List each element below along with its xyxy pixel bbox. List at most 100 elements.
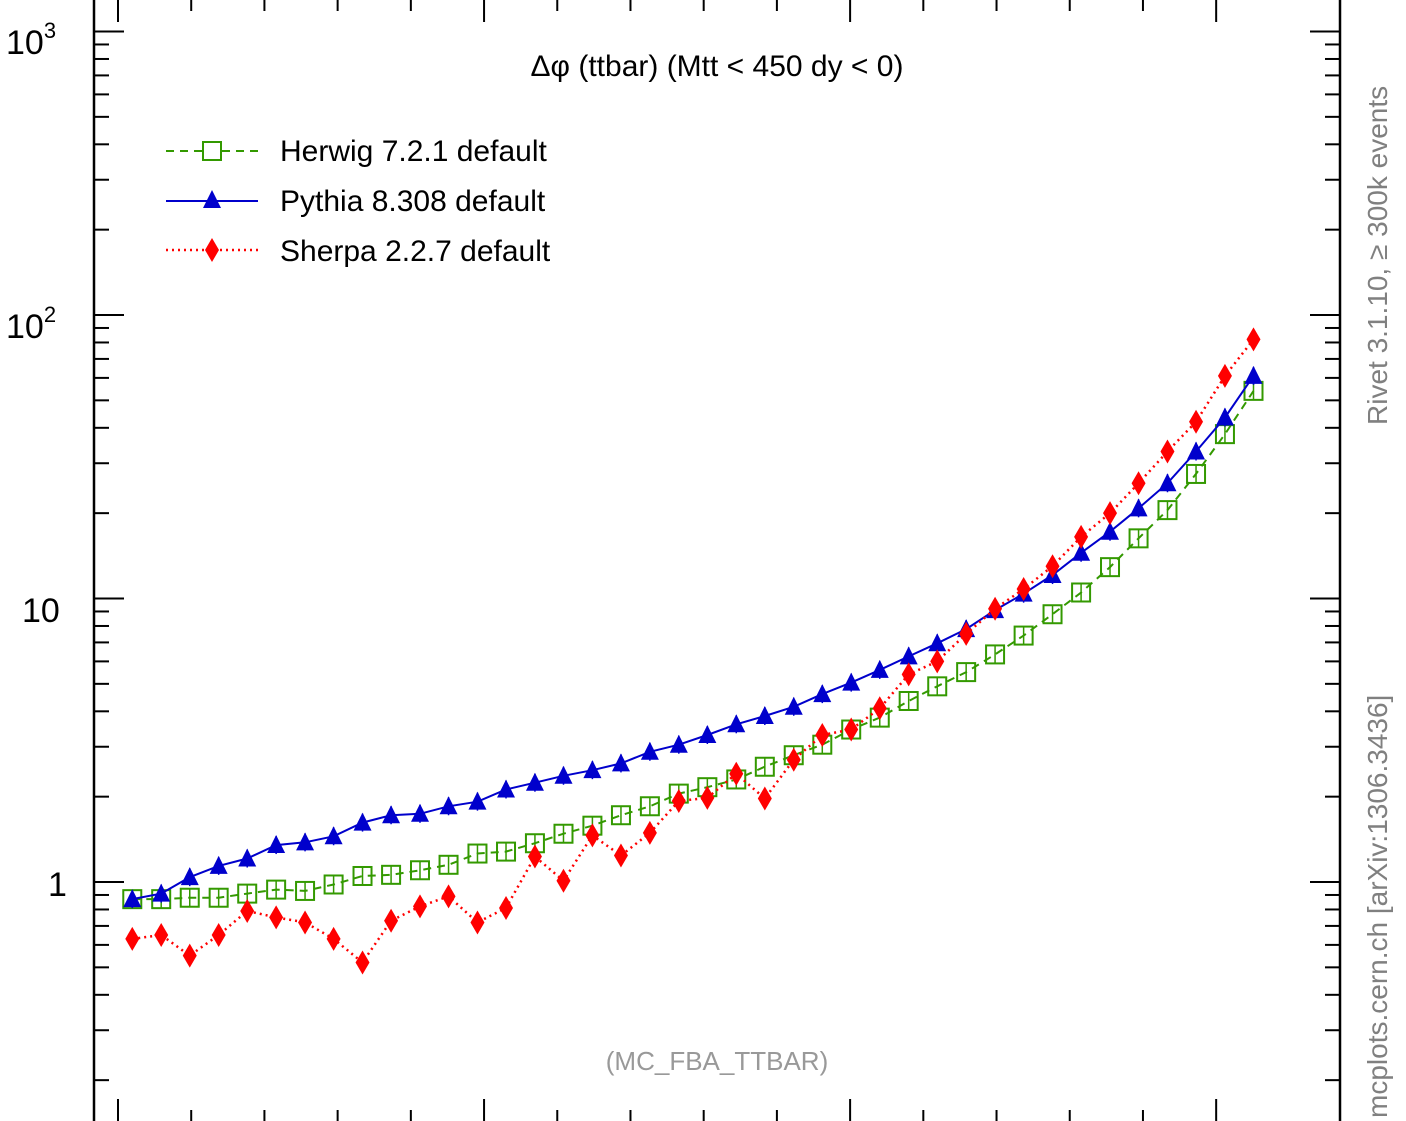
- data-point: [1217, 363, 1232, 388]
- data-point: [468, 791, 487, 810]
- data-point: [639, 796, 660, 817]
- data-point: [152, 883, 171, 902]
- data-point: [154, 923, 169, 948]
- data-point: [899, 646, 918, 665]
- data-point: [497, 779, 516, 798]
- data-point: [496, 841, 517, 862]
- data-point: [381, 864, 402, 885]
- plot-frame: [92, 0, 1342, 1121]
- data-point: [1189, 409, 1204, 434]
- chart-title: Δφ (ttbar) (Mtt < 450 dy < 0): [531, 50, 904, 83]
- series-line: [132, 390, 1255, 901]
- data-point: [1129, 498, 1148, 517]
- data-point: [1186, 463, 1207, 484]
- legend-entry-sherpa: Sherpa 2.2.7 default: [166, 235, 551, 268]
- data-point: [352, 865, 373, 886]
- data-point: [382, 805, 401, 824]
- data-point: [499, 895, 514, 920]
- series-0: [122, 380, 1264, 910]
- data-point: [209, 855, 228, 874]
- data-point: [470, 910, 485, 935]
- data-point: [1103, 501, 1118, 526]
- data-point: [872, 696, 887, 721]
- data-point: [755, 706, 774, 725]
- data-point: [642, 820, 657, 845]
- data-point: [1045, 554, 1060, 579]
- data-point: [1013, 625, 1034, 646]
- series-line: [132, 375, 1255, 901]
- data-point: [813, 684, 832, 703]
- data-point: [1160, 439, 1175, 464]
- data-point: [412, 894, 427, 919]
- data-point: [355, 950, 370, 975]
- data-point: [1158, 473, 1177, 492]
- data-point: [267, 835, 286, 854]
- data-point: [1131, 471, 1146, 496]
- rivet-version-note: Rivet 3.1.10, ≥ 300k events: [1362, 85, 1393, 425]
- data-point: [467, 843, 488, 864]
- data-point: [556, 868, 571, 893]
- data-point: [439, 796, 458, 815]
- data-point: [324, 826, 343, 845]
- data-point: [1101, 521, 1120, 540]
- data-point: [729, 761, 744, 786]
- data-point: [409, 860, 430, 881]
- y-tick-label-1000: 103: [6, 18, 56, 62]
- data-point: [842, 672, 861, 691]
- data-point: [1042, 604, 1063, 625]
- data-point: [898, 690, 919, 711]
- data-point: [208, 887, 229, 908]
- data-point: [438, 854, 459, 875]
- data-point: [1187, 441, 1206, 460]
- data-point: [784, 696, 803, 715]
- legend-label-sherpa: Sherpa 2.2.7 default: [280, 235, 551, 268]
- legend-label-herwig: Herwig 7.2.1 default: [280, 135, 547, 168]
- series-2: [125, 327, 1261, 975]
- y-tick-label-100: 102: [6, 302, 56, 346]
- data-point: [266, 879, 287, 900]
- data-point: [988, 596, 1003, 621]
- y-tick-label-10: 10: [22, 592, 60, 630]
- data-point: [985, 644, 1006, 665]
- data-point: [1246, 327, 1261, 352]
- y-tick-label-1: 1: [48, 866, 67, 904]
- data-point: [640, 741, 659, 760]
- watermark: (MC_FBA_TTBAR): [606, 1046, 828, 1076]
- data-point: [754, 756, 775, 777]
- data-point: [583, 760, 602, 779]
- data-point: [698, 725, 717, 744]
- data-point: [727, 714, 746, 733]
- data-point: [1016, 577, 1031, 602]
- data-point: [1100, 557, 1121, 578]
- data-point: [959, 621, 974, 646]
- data-point: [930, 649, 945, 674]
- data-point: [901, 662, 916, 687]
- data-point: [671, 789, 686, 814]
- data-point: [298, 910, 313, 935]
- x-axis-ticks: [117, 0, 1218, 1121]
- data-point: [956, 662, 977, 683]
- data-point: [1074, 524, 1089, 549]
- data-point: [125, 926, 140, 951]
- mcplots-credit: mcplots.cern.ch [arXiv:1306.3436]: [1362, 694, 1393, 1118]
- legend-label-pythia: Pythia 8.308 default: [280, 185, 546, 218]
- data-point: [211, 923, 226, 948]
- data-point: [182, 943, 197, 968]
- data-point: [669, 734, 688, 753]
- data-point: [554, 765, 573, 784]
- data-point: [323, 874, 344, 895]
- legend: Herwig 7.2.1 default Pythia 8.308 defaul…: [166, 135, 551, 268]
- data-point: [1128, 528, 1149, 549]
- data-point: [585, 823, 600, 848]
- data-point: [815, 723, 830, 748]
- data-point: [180, 867, 199, 886]
- data-point: [295, 880, 316, 901]
- series-layer: [122, 327, 1264, 975]
- data-point: [927, 676, 948, 697]
- data-point: [527, 844, 542, 869]
- data-point: [410, 803, 429, 822]
- data-point: [441, 884, 456, 909]
- series-1: [123, 365, 1263, 909]
- series-line: [132, 338, 1255, 965]
